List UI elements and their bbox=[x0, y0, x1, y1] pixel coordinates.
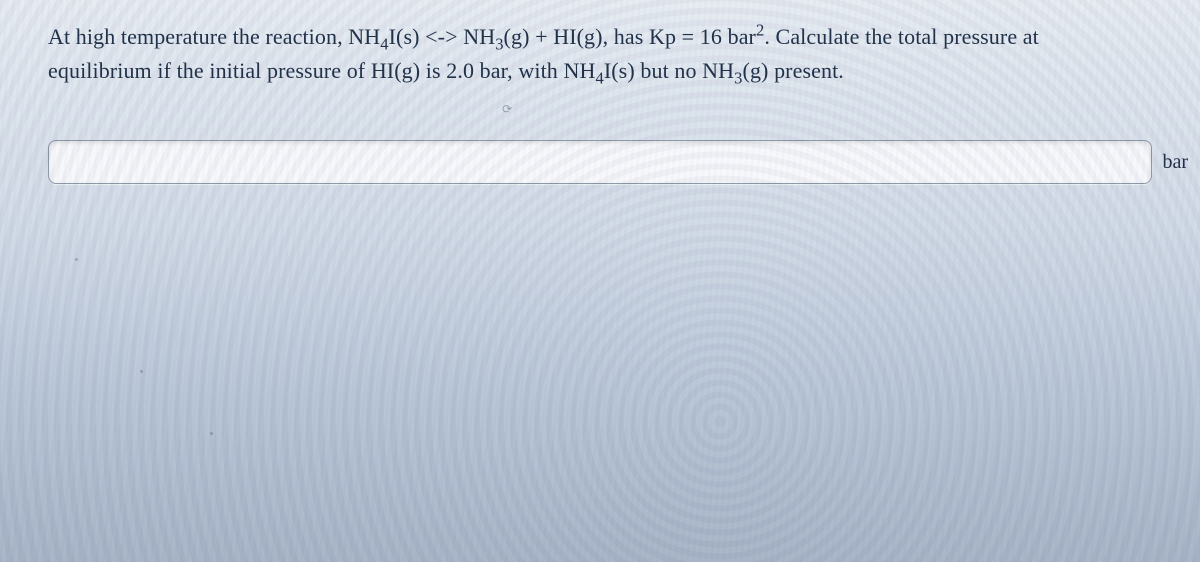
q-sub: 4 bbox=[380, 34, 388, 53]
q-seg: At high temperature the reaction, NH bbox=[48, 24, 380, 49]
q-sub: 3 bbox=[734, 68, 742, 87]
speck bbox=[75, 258, 78, 261]
hint-icon[interactable]: ⟳ bbox=[502, 102, 512, 112]
q-seg: (g) + HI(g), has Kp = 16 bar bbox=[504, 24, 756, 49]
question-screen: At high temperature the reaction, NH4I(s… bbox=[0, 0, 1200, 562]
q-sub: 3 bbox=[495, 34, 503, 53]
q-seg: I(s) but no NH bbox=[604, 58, 734, 83]
speck bbox=[210, 432, 213, 435]
q-seg: I(s) <-> NH bbox=[389, 24, 496, 49]
q-seg: equilibrium if the initial pressure of H… bbox=[48, 58, 595, 83]
q-sub: 4 bbox=[595, 68, 603, 87]
speck bbox=[140, 370, 143, 373]
q-seg: . Calculate the total pressure at bbox=[764, 24, 1039, 49]
answer-input[interactable] bbox=[48, 140, 1152, 184]
unit-label: bar bbox=[1162, 151, 1192, 174]
answer-row: bar bbox=[48, 140, 1192, 184]
q-seg: (g) present. bbox=[743, 58, 844, 83]
question-text: At high temperature the reaction, NH4I(s… bbox=[48, 20, 1180, 88]
